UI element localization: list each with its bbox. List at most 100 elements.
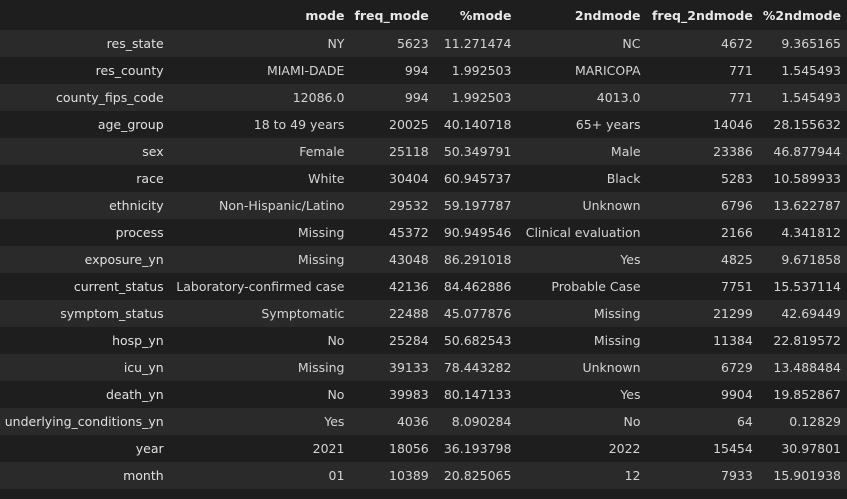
dataframe-table: mode freq_mode %mode 2ndmode freq_2ndmod… bbox=[0, 1, 847, 489]
cell-pct-mode: 40.140718 bbox=[434, 111, 518, 138]
cell-pct-2ndmode: 1.545493 bbox=[758, 84, 847, 111]
cell-mode: No bbox=[169, 381, 351, 408]
cell-freq-2ndmode: 4672 bbox=[646, 30, 759, 57]
cell-pct-mode: 45.077876 bbox=[434, 300, 518, 327]
cell-2ndmode: Missing bbox=[517, 300, 647, 327]
cell-pct-mode: 90.949546 bbox=[434, 219, 518, 246]
cell-2ndmode: Yes bbox=[517, 246, 647, 273]
cell-freq-mode: 42136 bbox=[350, 273, 435, 300]
cell-2ndmode: Yes bbox=[517, 381, 647, 408]
cell-mode: Female bbox=[169, 138, 351, 165]
cell-pct-mode: 1.992503 bbox=[434, 57, 518, 84]
cell-pct-mode: 20.825065 bbox=[434, 462, 518, 489]
cell-freq-2ndmode: 64 bbox=[646, 408, 759, 435]
cell-freq-2ndmode: 6796 bbox=[646, 192, 759, 219]
row-label: ethnicity bbox=[0, 192, 170, 219]
cell-mode: NY bbox=[169, 30, 351, 57]
cell-mode: 12086.0 bbox=[169, 84, 351, 111]
cell-mode: Laboratory-confirmed case bbox=[169, 273, 351, 300]
cell-pct-2ndmode: 9.671858 bbox=[758, 246, 847, 273]
cell-mode: Missing bbox=[169, 219, 351, 246]
header-freq-2ndmode: freq_2ndmode bbox=[646, 1, 759, 30]
row-label: hosp_yn bbox=[0, 327, 170, 354]
cell-freq-2ndmode: 23386 bbox=[646, 138, 759, 165]
header-row: mode freq_mode %mode 2ndmode freq_2ndmod… bbox=[0, 1, 847, 30]
cell-2ndmode: No bbox=[517, 408, 647, 435]
table-row: exposure_yn Missing 43048 86.291018 Yes 4825 9… bbox=[0, 246, 847, 273]
cell-pct-2ndmode: 42.69449 bbox=[758, 300, 847, 327]
cell-pct-2ndmode: 28.155632 bbox=[758, 111, 847, 138]
cell-pct-mode: 59.197787 bbox=[434, 192, 518, 219]
cell-freq-mode: 39133 bbox=[350, 354, 435, 381]
cell-pct-2ndmode: 10.589933 bbox=[758, 165, 847, 192]
cell-freq-2ndmode: 21299 bbox=[646, 300, 759, 327]
table-body: res_state NY 5623 11.271474 NC 4672 9.365165 r… bbox=[0, 30, 847, 489]
cell-mode: 2021 bbox=[169, 435, 351, 462]
cell-freq-2ndmode: 6729 bbox=[646, 354, 759, 381]
cell-mode: Symptomatic bbox=[169, 300, 351, 327]
cell-pct-2ndmode: 22.819572 bbox=[758, 327, 847, 354]
row-label: month bbox=[0, 462, 170, 489]
cell-pct-mode: 8.090284 bbox=[434, 408, 518, 435]
cell-pct-2ndmode: 30.97801 bbox=[758, 435, 847, 462]
cell-mode: MIAMI-DADE bbox=[169, 57, 351, 84]
cell-pct-2ndmode: 13.488484 bbox=[758, 354, 847, 381]
table-row: process Missing 45372 90.949546 Clinical eva… bbox=[0, 219, 847, 246]
cell-mode: No bbox=[169, 327, 351, 354]
cell-freq-2ndmode: 771 bbox=[646, 57, 759, 84]
row-label: underlying_conditions_yn bbox=[0, 408, 170, 435]
table-row: county_fips_code 12086.0 994 1.992503 4013.0… bbox=[0, 84, 847, 111]
cell-pct-mode: 36.193798 bbox=[434, 435, 518, 462]
cell-pct-2ndmode: 9.365165 bbox=[758, 30, 847, 57]
cell-2ndmode: 12 bbox=[517, 462, 647, 489]
cell-freq-mode: 10389 bbox=[350, 462, 435, 489]
row-label: process bbox=[0, 219, 170, 246]
row-label: county_fips_code bbox=[0, 84, 170, 111]
cell-pct-mode: 11.271474 bbox=[434, 30, 518, 57]
row-label: symptom_status bbox=[0, 300, 170, 327]
cell-2ndmode: Clinical evaluation bbox=[517, 219, 647, 246]
cell-2ndmode: Unknown bbox=[517, 192, 647, 219]
cell-mode: Missing bbox=[169, 246, 351, 273]
cell-pct-2ndmode: 1.545493 bbox=[758, 57, 847, 84]
cell-mode: 18 to 49 years bbox=[169, 111, 351, 138]
table-row: month 01 10389 20.825065 12 7933 15.901938 bbox=[0, 462, 847, 489]
row-label: icu_yn bbox=[0, 354, 170, 381]
table-row: icu_yn Missing 39133 78.443282 Unknown 6729 13… bbox=[0, 354, 847, 381]
cell-pct-2ndmode: 19.852867 bbox=[758, 381, 847, 408]
cell-pct-mode: 78.443282 bbox=[434, 354, 518, 381]
cell-freq-2ndmode: 15454 bbox=[646, 435, 759, 462]
cell-freq-2ndmode: 771 bbox=[646, 84, 759, 111]
cell-pct-2ndmode: 4.341812 bbox=[758, 219, 847, 246]
cell-freq-2ndmode: 5283 bbox=[646, 165, 759, 192]
header-mode: mode bbox=[169, 1, 351, 30]
row-label: current_status bbox=[0, 273, 170, 300]
cell-pct-2ndmode: 46.877944 bbox=[758, 138, 847, 165]
cell-freq-mode: 5623 bbox=[350, 30, 435, 57]
cell-mode: Missing bbox=[169, 354, 351, 381]
table-row: year 2021 18056 36.193798 2022 15454 30.97801 bbox=[0, 435, 847, 462]
row-label: sex bbox=[0, 138, 170, 165]
cell-2ndmode: MARICOPA bbox=[517, 57, 647, 84]
cell-pct-mode: 80.147133 bbox=[434, 381, 518, 408]
cell-freq-2ndmode: 14046 bbox=[646, 111, 759, 138]
cell-mode: 01 bbox=[169, 462, 351, 489]
row-label: year bbox=[0, 435, 170, 462]
cell-mode: Yes bbox=[169, 408, 351, 435]
row-label: res_state bbox=[0, 30, 170, 57]
cell-freq-2ndmode: 11384 bbox=[646, 327, 759, 354]
table-row: symptom_status Symptomatic 22488 45.077876 M… bbox=[0, 300, 847, 327]
table-row: sex Female 25118 50.349791 Male 23386 46.87794… bbox=[0, 138, 847, 165]
table-row: age_group 18 to 49 years 20025 40.140718 65+… bbox=[0, 111, 847, 138]
cell-freq-mode: 22488 bbox=[350, 300, 435, 327]
cell-freq-2ndmode: 9904 bbox=[646, 381, 759, 408]
cell-mode: White bbox=[169, 165, 351, 192]
table-row: race White 30404 60.945737 Black 5283 10.58993… bbox=[0, 165, 847, 192]
header-pct-2ndmode: %2ndmode bbox=[758, 1, 847, 30]
cell-freq-mode: 29532 bbox=[350, 192, 435, 219]
cell-freq-mode: 30404 bbox=[350, 165, 435, 192]
row-label: age_group bbox=[0, 111, 170, 138]
row-label: race bbox=[0, 165, 170, 192]
header-freq-mode: freq_mode bbox=[350, 1, 435, 30]
cell-2ndmode: Unknown bbox=[517, 354, 647, 381]
